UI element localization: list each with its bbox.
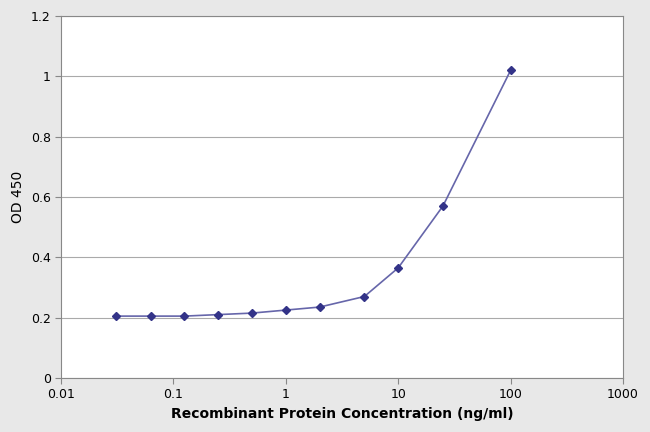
Y-axis label: OD 450: OD 450 <box>11 171 25 223</box>
X-axis label: Recombinant Protein Concentration (ng/ml): Recombinant Protein Concentration (ng/ml… <box>171 407 514 421</box>
